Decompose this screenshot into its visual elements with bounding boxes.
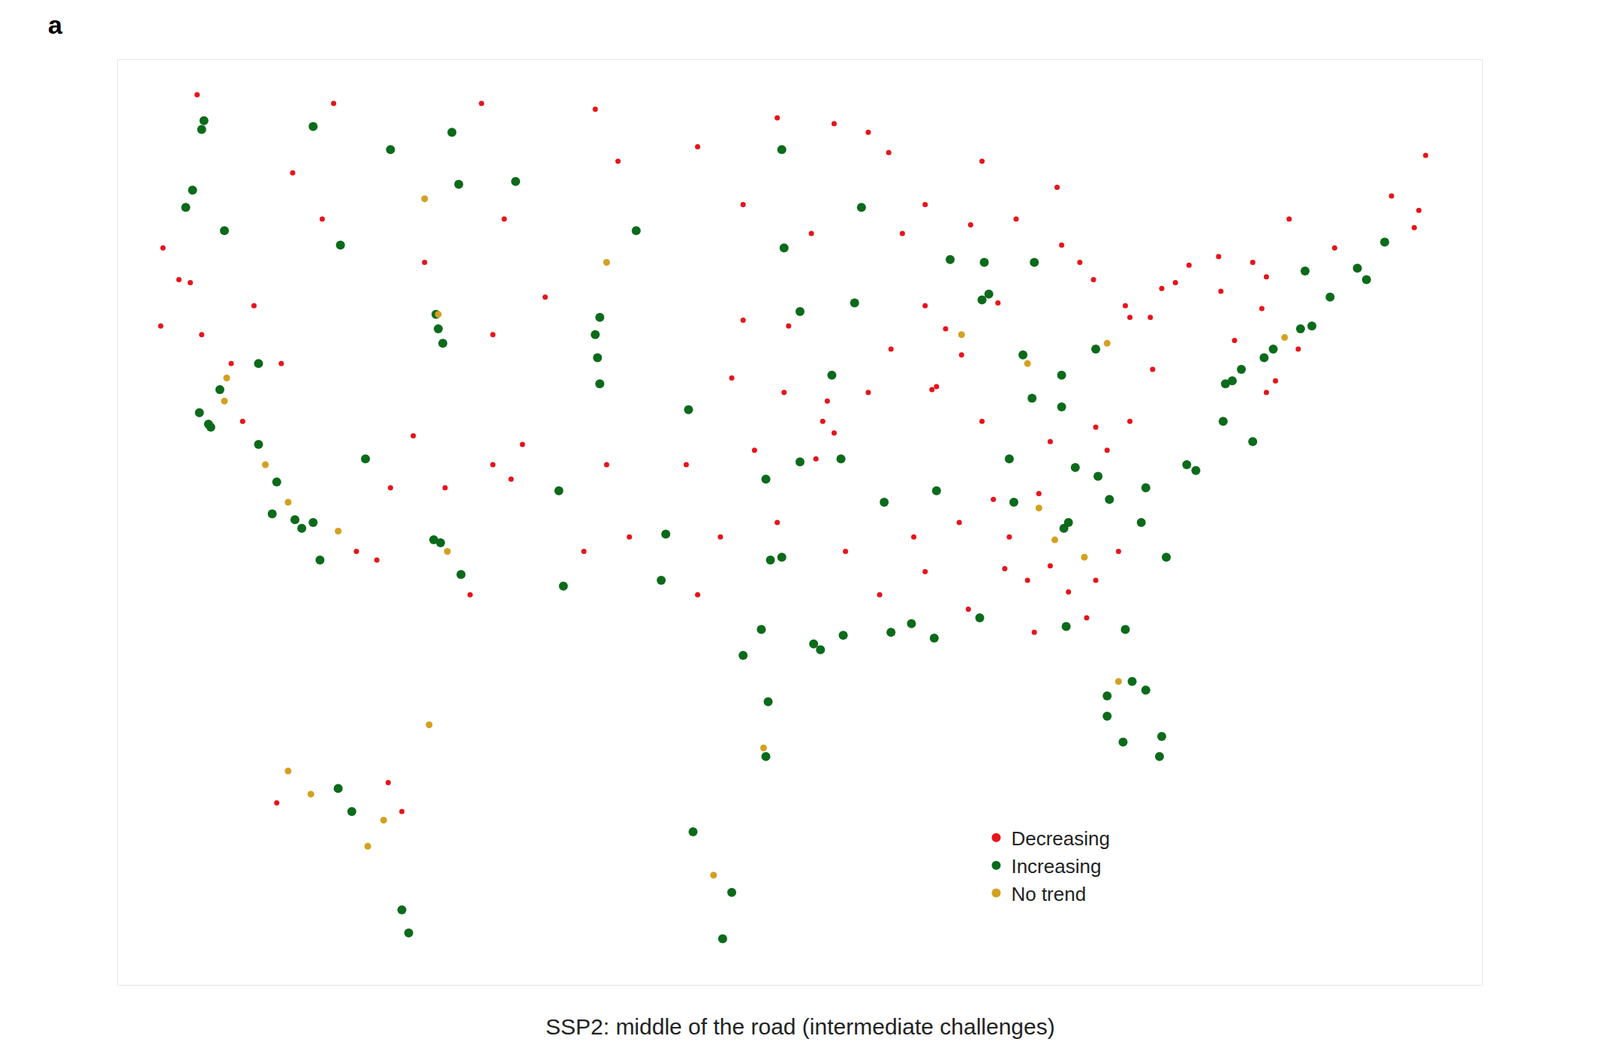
svg-text:SSP2: middle of the road (inte: SSP2: middle of the road (intermediate c…: [545, 1013, 1056, 1039]
svg-text:Decreasing: Decreasing: [1010, 827, 1110, 850]
svg-text:No trend: No trend: [1010, 882, 1086, 906]
svg-text:Increasing: Increasing: [1010, 854, 1101, 878]
svg-text:a: a: [48, 10, 64, 40]
